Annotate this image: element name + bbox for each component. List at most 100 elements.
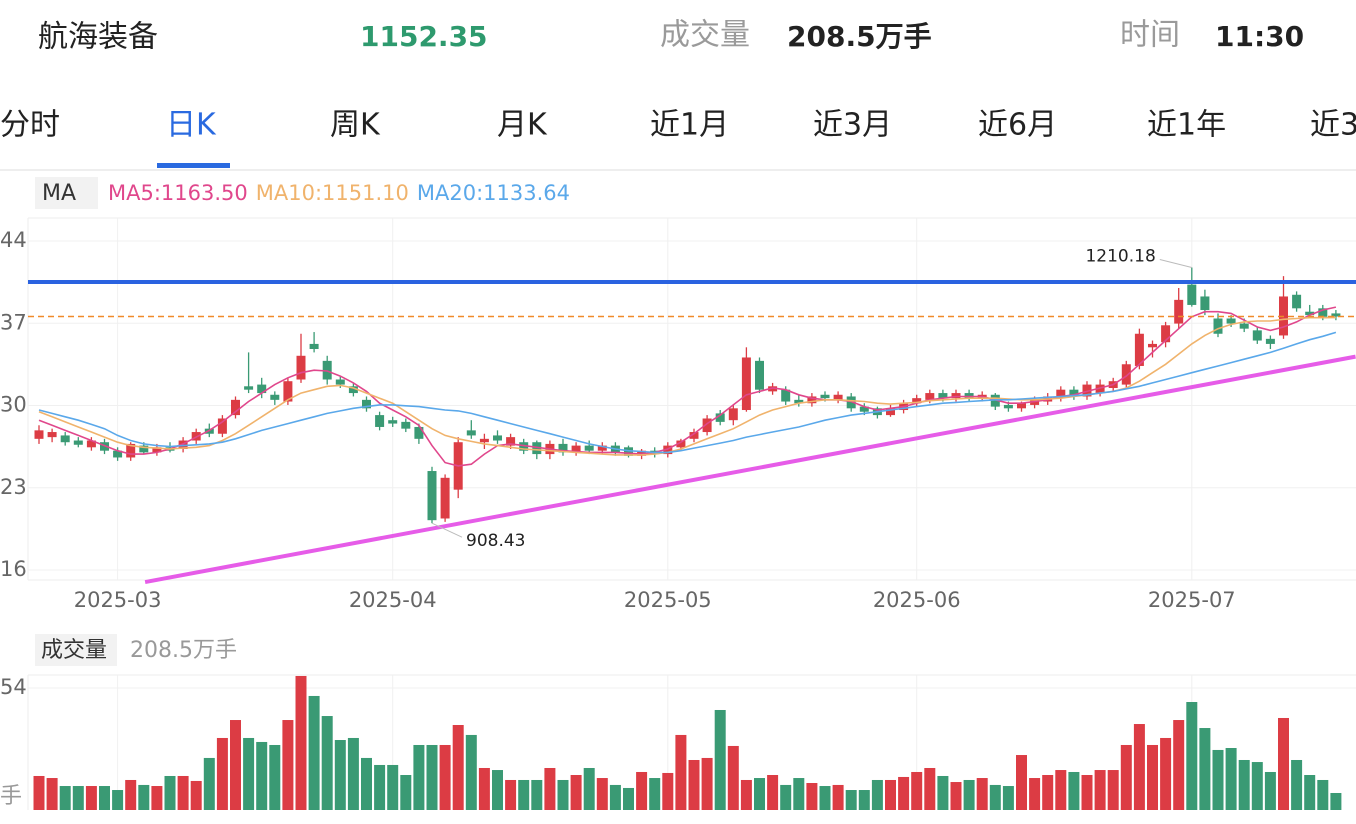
volume-label: 成交量	[660, 18, 750, 53]
tab[interactable]: 月K	[497, 108, 548, 143]
y-tick-label: 30	[0, 393, 27, 417]
volume-bar	[636, 771, 648, 810]
candle-body	[1056, 389, 1066, 399]
volume-bar	[1160, 737, 1172, 810]
candle-body	[309, 343, 319, 350]
volume-bar	[675, 734, 687, 810]
candle-body	[624, 447, 633, 456]
tab[interactable]: 近3月	[813, 108, 892, 143]
tab[interactable]: 近3	[1310, 108, 1356, 143]
volume-bar	[570, 775, 582, 810]
candle-body	[846, 396, 856, 409]
volume-badge	[35, 634, 117, 666]
candle-body	[231, 399, 240, 416]
volume-bar	[609, 784, 621, 810]
volume-bar	[1029, 778, 1041, 810]
tab[interactable]: 近1年	[1147, 108, 1226, 143]
tab[interactable]: 近1月	[650, 108, 729, 143]
candle-body	[270, 394, 280, 400]
volume-bar	[623, 787, 634, 810]
candle-body	[322, 360, 332, 380]
candle-body	[794, 399, 804, 404]
x-tick-label: 2025-06	[873, 588, 961, 612]
candle-body	[833, 394, 843, 400]
candle-body	[1003, 404, 1013, 409]
candle-body	[388, 420, 398, 424]
max-leader	[1159, 259, 1192, 268]
volume-bar	[767, 775, 779, 810]
volume-bar	[1055, 770, 1067, 810]
x-tick-label: 2025-07	[1148, 588, 1236, 612]
y-tick-label: 16	[0, 557, 27, 581]
volume-bar	[1081, 775, 1093, 810]
volume-bar	[649, 778, 661, 810]
candle-body	[466, 430, 476, 436]
candle-body	[741, 357, 751, 411]
volume-bar	[701, 757, 713, 810]
candle-body	[1265, 338, 1275, 344]
volume-bar	[282, 720, 294, 810]
candle-body	[506, 437, 516, 446]
volume-bar	[989, 784, 1001, 810]
volume-bar	[1147, 744, 1158, 810]
tab[interactable]: 周K	[330, 108, 381, 143]
volume-bar	[754, 778, 765, 810]
volume-bar	[321, 716, 333, 810]
candle-body	[1187, 284, 1197, 305]
candle-body	[912, 398, 922, 404]
x-tick-label: 2025-03	[74, 588, 162, 612]
legend-entry: MA20:1133.64	[417, 181, 570, 205]
volume-bar	[295, 675, 307, 810]
volume-bar	[911, 771, 923, 810]
volume-bar	[740, 779, 752, 810]
candle-body	[807, 396, 817, 404]
candle-body	[820, 394, 830, 399]
ma-line	[38, 306, 1337, 467]
volume-bar	[714, 709, 726, 810]
volume-bar	[347, 737, 359, 810]
candle-body	[1069, 389, 1079, 397]
volume-bar	[1199, 728, 1211, 810]
candle-body	[217, 418, 227, 434]
volume-bar	[1278, 717, 1289, 810]
candle-body	[1305, 311, 1315, 316]
volume-bar	[1173, 720, 1185, 810]
tab[interactable]: 日K	[166, 108, 217, 143]
volume-bar	[793, 778, 805, 810]
candle-body	[139, 445, 149, 453]
tab[interactable]: 分时	[0, 108, 60, 143]
volume-bar	[1251, 762, 1263, 810]
tab[interactable]: 近6月	[978, 108, 1057, 143]
candle-body	[637, 450, 647, 456]
volume-bar	[505, 779, 517, 810]
candle-body	[1226, 318, 1236, 324]
candle-body	[558, 443, 568, 453]
volume-bar	[688, 759, 700, 810]
candle-body	[990, 394, 1000, 407]
volume-bar	[858, 790, 870, 810]
volume-bar	[203, 757, 215, 810]
volume-bar	[1186, 702, 1198, 810]
volume-bar	[1238, 759, 1250, 810]
candle-body	[1017, 403, 1026, 409]
volume-bar	[1120, 744, 1132, 810]
candle-body	[414, 426, 424, 439]
candle-body	[519, 442, 529, 451]
volume-bar	[937, 775, 949, 810]
volume-bar	[1291, 759, 1303, 810]
candle-body	[1095, 384, 1105, 394]
volume-bar	[832, 784, 844, 810]
volume-bar	[845, 790, 857, 810]
candle-body	[1200, 296, 1210, 311]
stock-price: 1152.35	[360, 20, 488, 53]
volume-bar	[819, 786, 831, 810]
volume-bar	[1225, 748, 1237, 810]
candle-body	[335, 379, 345, 385]
candle-body	[781, 389, 791, 402]
volume-bar	[1317, 779, 1329, 810]
volume-bar	[46, 778, 58, 810]
candle-body	[493, 435, 502, 441]
volume-bar	[452, 725, 464, 810]
